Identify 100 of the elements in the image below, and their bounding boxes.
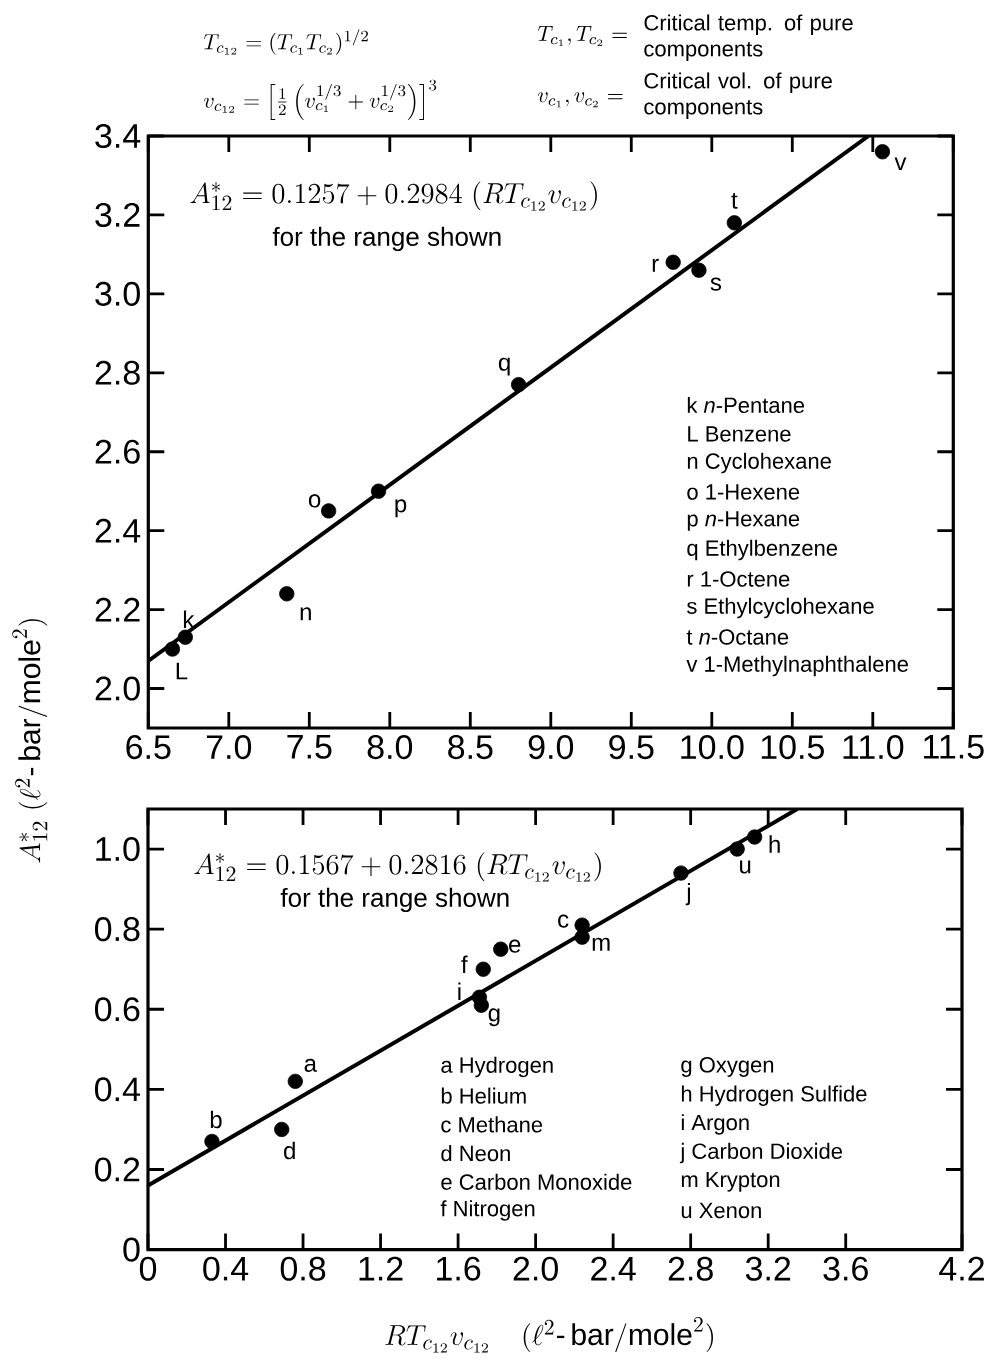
- annotation: c: [558, 914, 569, 928]
- x-tick-label: 7.5: [287, 735, 332, 759]
- annotation: g: [488, 1008, 500, 1027]
- y-tick-label: 0.8: [94, 917, 140, 942]
- point: [279, 586, 295, 602]
- y-tick-label: 0.6: [94, 997, 140, 1022]
- x-tick-label: 0.4: [203, 1256, 249, 1281]
- annotation: h: [769, 835, 780, 853]
- y-tick-label: 0: [123, 1237, 140, 1262]
- annotation: b: [210, 1110, 222, 1129]
- annotation: u: [740, 860, 751, 874]
- x-tick-label: 9.0: [528, 735, 574, 760]
- y-tick-label: 3.2: [95, 202, 140, 227]
- annotation: s Ethylcyclohexane: [687, 597, 874, 619]
- point: [493, 941, 509, 957]
- x-tick-label: 2.4: [591, 1256, 636, 1281]
- point: [321, 503, 337, 519]
- x-tick-label: 4.2: [939, 1256, 984, 1281]
- annotation: for the range shown: [280, 887, 509, 913]
- x-axis-title: $RT_{c_{12}}v_{c_{12}}\quad(\ell^{2}\mbox{-}\,\mathrm{bar/mole}^{2})$: [385, 1317, 713, 1353]
- point: [874, 144, 891, 160]
- x-tick-label: 3.2: [745, 1256, 791, 1281]
- annotation: c Methane: [441, 1116, 543, 1133]
- x-tick-label: 8.0: [367, 735, 413, 760]
- x-tick-label: 11.0: [843, 735, 904, 760]
- annotation: L: [176, 662, 188, 680]
- annotation: m: [592, 937, 610, 951]
- annotation: u Xenon: [681, 1202, 761, 1219]
- annotation: r: [652, 258, 659, 272]
- text: $v_{c_{12}} = \left[\frac{1}{2}\left(v_{c_1}^{1/3}+v_{c_2}^{1/3}\right)\right]^{3}$: [204, 79, 437, 121]
- x-tick-label: 7.0: [206, 735, 252, 760]
- annotation: a: [304, 1058, 317, 1072]
- annotation: L Benzene: [688, 426, 791, 442]
- annotation: f: [461, 955, 468, 973]
- y-tick-label: 2.4: [95, 518, 141, 543]
- y-tick-label: 3.0: [95, 281, 140, 306]
- annotation: g Oxygen: [681, 1057, 774, 1077]
- x-tick-label: 0: [139, 1256, 157, 1281]
- annotation: m Krypton: [681, 1171, 780, 1192]
- point: [475, 961, 491, 977]
- y-axis-title: $A^{*}_{12}\ (\ell^{2}\mbox{-}\,\mathrm{bar/mole}^{2})$: [12, 619, 48, 863]
- text: Critical temp. of pure components: [644, 14, 853, 61]
- annotation: q Ethylbenzene: [687, 539, 838, 561]
- text: Critical vol. of pure components: [644, 72, 832, 119]
- y-tick-label: 1.0: [96, 837, 140, 862]
- annotation: j Carbon Dioxide: [679, 1142, 843, 1164]
- annotation: o 1-Hexene: [687, 484, 800, 500]
- annotation: i: [458, 982, 461, 1000]
- annotation: e Carbon Monoxide: [441, 1173, 632, 1190]
- x-tick-label: 1.2: [359, 1256, 403, 1281]
- x-tick-label: 6.5: [126, 735, 171, 760]
- annotation: $A^{*}_{12} = 0.1257 + 0.2984\ (RT_{c_{12}}v_{c_{12}})$: [190, 181, 597, 211]
- x-tick-label: 3.6: [823, 1256, 868, 1281]
- annotation: k n-Pentane: [687, 396, 805, 414]
- annotation: b Helium: [441, 1087, 526, 1104]
- x-tick-label: 8.5: [448, 735, 493, 760]
- text: $T_{c_1}, T_{c_2} =$: [537, 25, 627, 47]
- annotation: $A^{*}_{12} = 0.1567 + 0.2816\ (RT_{c_{12}}v_{c_{12}})$: [194, 852, 601, 882]
- annotation: v: [894, 157, 907, 171]
- x-tick-label: 10.5: [761, 735, 824, 760]
- point: [726, 215, 742, 231]
- annotation: p: [395, 499, 407, 518]
- annotation: f Nitrogen: [440, 1200, 535, 1221]
- y-tick-label: 3.4: [95, 123, 141, 149]
- annotation: o: [308, 494, 321, 508]
- y-tick-label: 0.2: [94, 1157, 140, 1182]
- annotation: d Neon: [441, 1145, 510, 1162]
- point: [287, 1073, 303, 1089]
- x-tick-label: 0.8: [280, 1256, 326, 1281]
- point: [665, 254, 681, 270]
- x-tick-label: 10.0: [681, 735, 744, 760]
- annotation: s: [710, 277, 722, 291]
- annotation: n: [300, 607, 311, 621]
- text: $T_{c_{12}} = (T_{c_1}T_{c_2})^{1/2}$: [203, 29, 368, 55]
- annotation: d: [284, 1141, 295, 1160]
- annotation: v 1-Methylnaphthalene: [686, 655, 908, 677]
- y-tick-label: 2.2: [95, 597, 140, 622]
- annotation: a Hydrogen: [441, 1056, 553, 1078]
- y-tick-label: 2.6: [95, 439, 140, 464]
- x-tick-label: 2.8: [668, 1256, 713, 1281]
- annotation: j: [685, 882, 691, 906]
- point: [274, 1121, 290, 1138]
- annotation: r 1-Octene: [687, 571, 790, 587]
- x-tick-label: 2.0: [513, 1256, 558, 1281]
- annotation: t n-Octane: [686, 629, 789, 645]
- text: $v_{c_1}, v_{c_2} =$: [538, 92, 623, 108]
- annotation: n Cyclohexane: [687, 452, 831, 474]
- annotation: i Argon: [681, 1114, 749, 1135]
- point: [691, 262, 707, 278]
- annotation: for the range shown: [272, 226, 501, 252]
- annotation: e: [509, 939, 521, 953]
- x-tick-label: 9.5: [609, 735, 654, 760]
- annotation: p n-Hexane: [687, 511, 800, 531]
- y-tick-label: 2.8: [95, 360, 140, 385]
- annotation: t: [731, 192, 738, 209]
- y-tick-label: 0.4: [94, 1077, 140, 1102]
- x-tick-label: 11.5: [924, 735, 984, 759]
- y-tick-label: 2.0: [95, 676, 140, 701]
- x-tick-label: 1.6: [437, 1256, 481, 1281]
- annotation: h Hydrogen Sulfide: [681, 1085, 867, 1106]
